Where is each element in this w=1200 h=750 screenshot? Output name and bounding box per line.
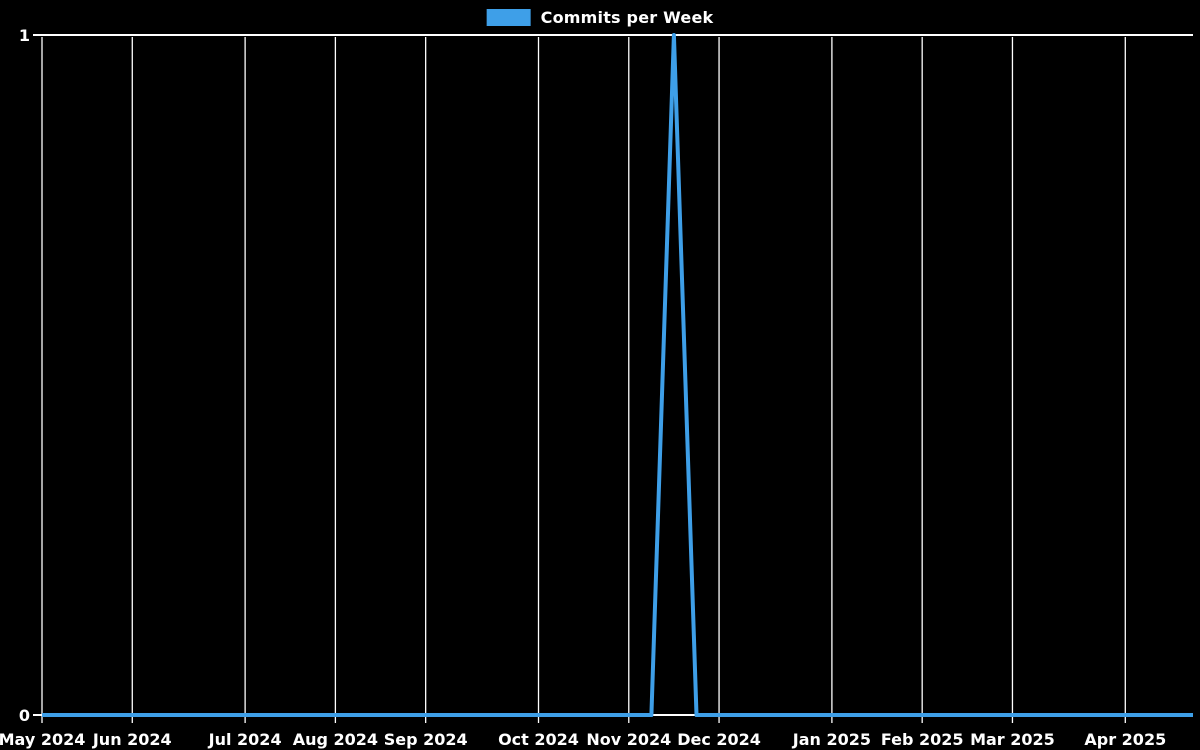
- x-tick-label: Jan 2025: [792, 730, 871, 749]
- x-tick-label: Apr 2025: [1084, 730, 1166, 749]
- x-tick-label: Mar 2025: [970, 730, 1055, 749]
- x-tick-label: Jul 2024: [208, 730, 282, 749]
- x-tick-label: Oct 2024: [498, 730, 579, 749]
- x-tick-label: Dec 2024: [677, 730, 761, 749]
- y-tick-label: 1: [19, 26, 30, 45]
- x-tick-label: Aug 2024: [293, 730, 378, 749]
- legend-label: Commits per Week: [540, 8, 714, 27]
- y-tick-label: 0: [19, 706, 30, 725]
- x-tick-label: May 2024: [0, 730, 85, 749]
- x-tick-label: Feb 2025: [881, 730, 964, 749]
- commits-line-series: [42, 33, 1193, 717]
- legend-color-swatch: [486, 9, 531, 26]
- chart-legend: Commits per Week: [486, 8, 714, 27]
- x-tick-label: Jun 2024: [92, 730, 172, 749]
- x-tick-label: Nov 2024: [586, 730, 671, 749]
- x-tick-label: Sep 2024: [384, 730, 468, 749]
